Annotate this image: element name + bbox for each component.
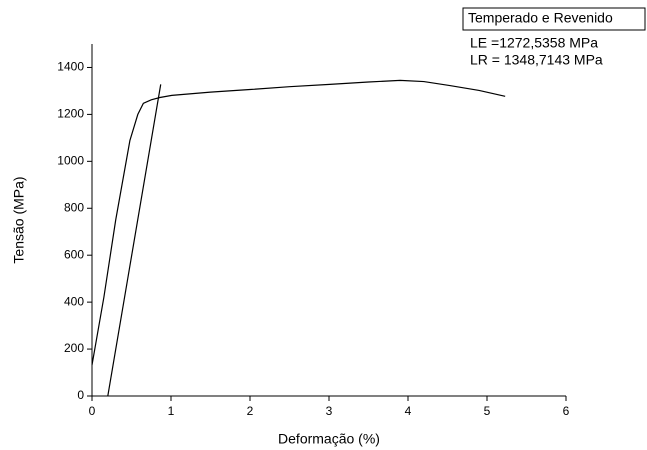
annotation-le: LE =1272,5358 MPa xyxy=(470,35,598,51)
curve xyxy=(107,84,162,397)
y-axis-title: Tensão (MPa) xyxy=(11,176,27,263)
x-tick-label: 0 xyxy=(89,404,96,418)
y-tick-label: 800 xyxy=(64,200,84,214)
y-tick-label: 1200 xyxy=(57,107,84,121)
x-tick-label: 2 xyxy=(247,404,254,418)
annotation-title: Temperado e Revenido xyxy=(468,10,613,26)
x-tick-label: 1 xyxy=(168,404,175,418)
x-tick-label: 5 xyxy=(484,404,491,418)
x-axis-title: Deformação (%) xyxy=(278,431,380,447)
y-tick-label: 600 xyxy=(64,247,84,261)
y-tick-label: 0 xyxy=(77,388,84,402)
y-tick-label: 200 xyxy=(64,341,84,355)
y-tick-label: 1400 xyxy=(57,60,84,74)
annotation-lr: LR = 1348,7143 MPa xyxy=(470,52,603,68)
annotation-box xyxy=(462,7,646,31)
x-tick-label: 4 xyxy=(405,404,412,418)
x-tick-label: 3 xyxy=(326,404,333,418)
y-tick-label: 1000 xyxy=(57,154,84,168)
curve xyxy=(91,79,506,366)
x-tick-label: 6 xyxy=(563,404,570,418)
y-tick-label: 400 xyxy=(64,294,84,308)
